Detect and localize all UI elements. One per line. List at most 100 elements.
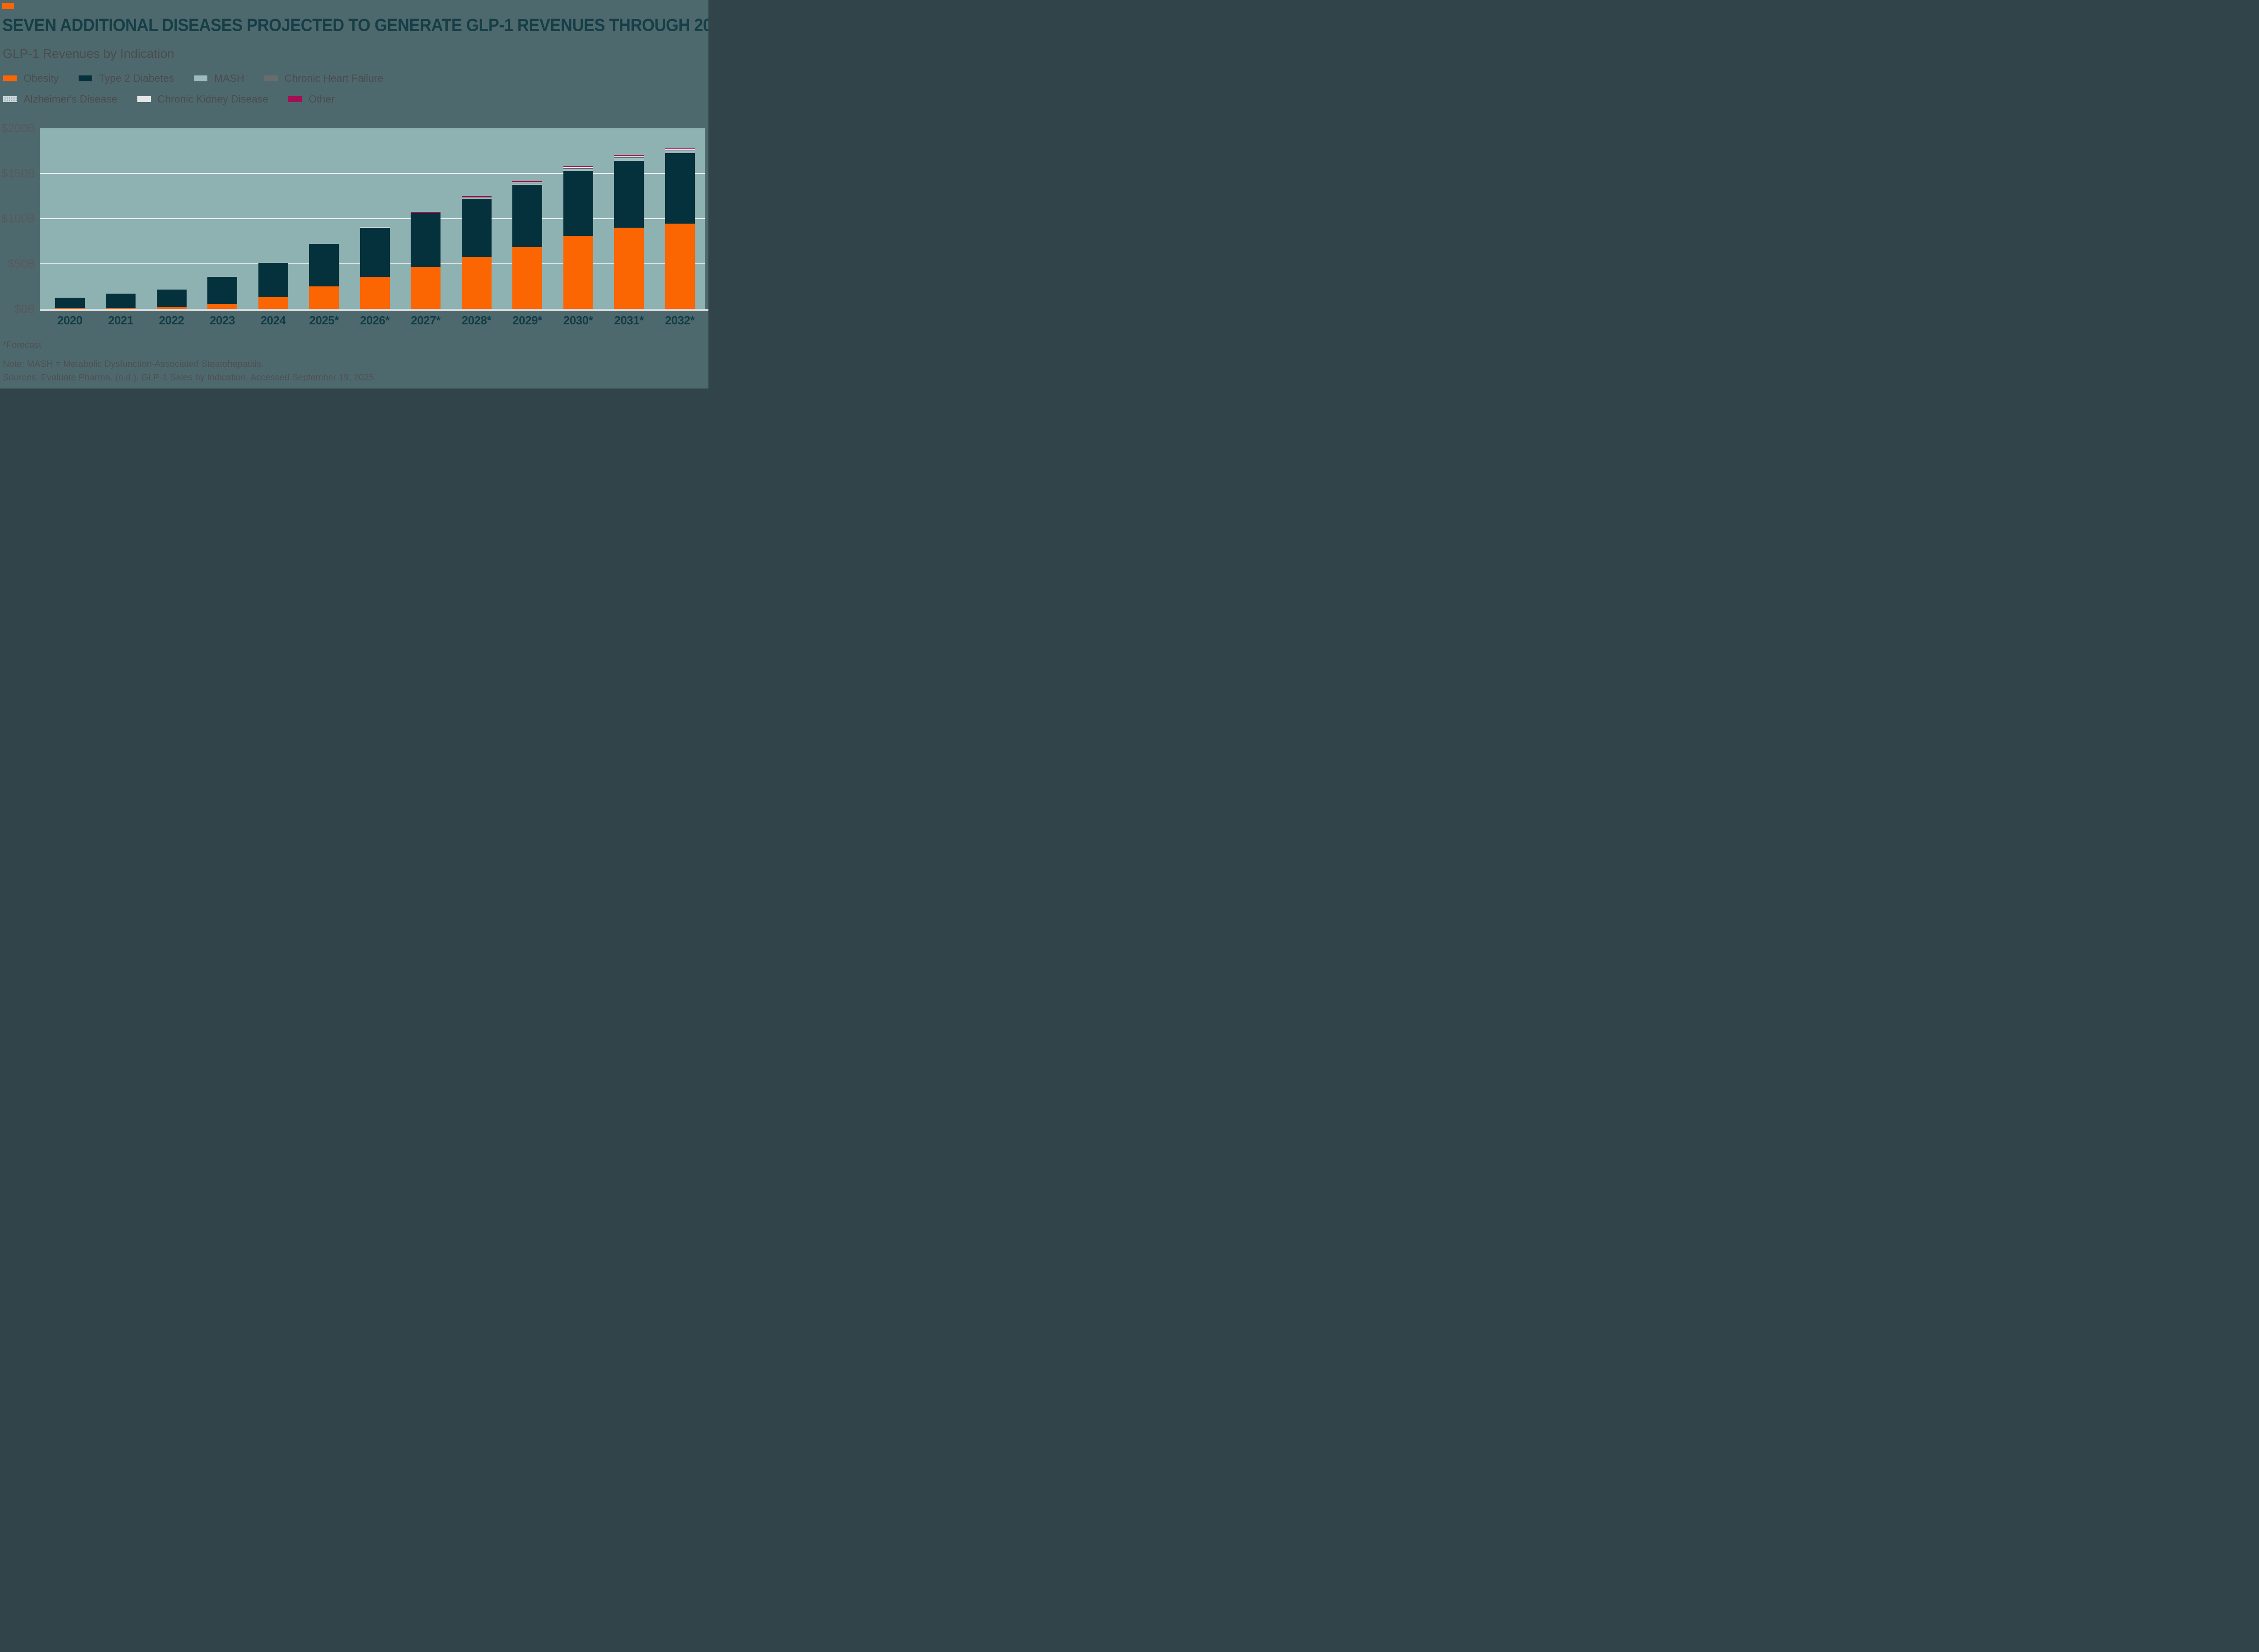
segment-obesity-2024 <box>258 297 288 309</box>
legend-swatch-alzheimer-s-disease <box>3 96 17 102</box>
segment-type-2-diabetes-2026 <box>360 227 390 277</box>
page-title: SEVEN ADDITIONAL DISEASES PROJECTED TO G… <box>2 15 708 35</box>
legend-label-alzheimer-s-disease: Alzheimer's Disease <box>23 93 117 105</box>
segment-other-2029 <box>512 181 542 182</box>
segment-obesity-2031 <box>614 228 644 309</box>
x-axis-labels: 2020 2021 2022 2023 2024 2025* 2026* 2027* 2028*… <box>40 314 705 330</box>
bar-2021 <box>106 293 136 309</box>
x-label-2030: 2030* <box>563 314 593 327</box>
bar-2028 <box>461 196 492 309</box>
x-label-2023: 2023 <box>210 314 235 327</box>
segment-obesity-2020 <box>55 308 85 309</box>
segment-type-2-diabetes-2021 <box>106 293 136 308</box>
legend-swatch-obesity <box>3 75 17 81</box>
gridline-50b <box>40 263 705 264</box>
legend-label-other: Other <box>309 93 335 105</box>
bar-2020 <box>55 298 85 309</box>
segment-obesity-2027 <box>411 267 441 309</box>
bar-2027 <box>411 212 441 309</box>
x-label-2028: 2028* <box>461 314 492 327</box>
y-tick-50b: $50B <box>8 257 35 271</box>
segment-type-2-diabetes-2031 <box>614 161 644 228</box>
segment-obesity-2030 <box>563 236 593 309</box>
legend-item-mash: MASH <box>194 72 244 84</box>
segment-other-2028 <box>461 196 492 197</box>
segment-type-2-diabetes-2028 <box>461 199 492 257</box>
segment-mash-2032 <box>665 150 695 154</box>
segment-chronic-heart-failure-2031 <box>614 157 644 158</box>
plot-area <box>40 128 705 309</box>
segment-obesity-2026 <box>360 277 390 309</box>
segment-obesity-2032 <box>665 224 695 309</box>
legend-swatch-other <box>288 96 302 102</box>
legend-item-chronic-kidney-disease: Chronic Kidney Disease <box>137 93 268 105</box>
brand-accent-square <box>2 3 14 9</box>
bar-2029 <box>512 181 542 309</box>
legend-label-obesity: Obesity <box>23 72 59 84</box>
x-label-2021: 2021 <box>108 314 133 327</box>
bar-2031 <box>614 155 644 309</box>
legend-row-1: Obesity Type 2 Diabetes MASH Chronic Heart … <box>3 72 383 84</box>
y-tick-0b: $0B <box>14 302 35 316</box>
segment-chronic-kidney-disease-2030 <box>563 167 593 168</box>
segment-obesity-2021 <box>106 308 136 309</box>
segment-mash-2030 <box>563 169 593 171</box>
segment-type-2-diabetes-2020 <box>55 298 85 309</box>
legend-swatch-type-2-diabetes <box>78 75 92 81</box>
segment-chronic-heart-failure-2030 <box>563 168 593 169</box>
segment-chronic-kidney-disease-2026 <box>360 227 390 228</box>
x-label-2025: 2025* <box>309 314 339 327</box>
gridline-150b <box>40 173 705 174</box>
footnote-source: Sources: Evaluate Pharma. (n.d.). GLP-1 … <box>3 373 377 383</box>
segment-other-2032 <box>665 147 695 149</box>
segment-other-2031 <box>614 155 644 156</box>
bar-2023 <box>207 277 237 309</box>
segment-chronic-kidney-disease-2031 <box>614 156 644 157</box>
legend-label-type-2-diabetes: Type 2 Diabetes <box>98 72 174 84</box>
segment-type-2-diabetes-2025 <box>309 244 339 286</box>
x-label-2020: 2020 <box>57 314 83 327</box>
x-label-2024: 2024 <box>260 314 286 327</box>
y-tick-150b: $150B <box>1 166 35 180</box>
footnote-forecast: *Forecast <box>3 340 42 350</box>
segment-chronic-kidney-disease-2032 <box>665 148 695 150</box>
segment-chronic-heart-failure-2028 <box>461 197 492 198</box>
x-label-2032: 2032* <box>665 314 695 327</box>
segment-other-2030 <box>563 166 593 168</box>
bar-2022 <box>156 290 187 309</box>
legend-label-chronic-heart-failure: Chronic Heart Failure <box>284 72 384 84</box>
segment-obesity-2025 <box>309 286 339 309</box>
y-tick-200b: $200B <box>1 121 35 135</box>
legend-label-mash: MASH <box>214 72 244 84</box>
segment-mash-2031 <box>614 158 644 161</box>
x-label-2029: 2029* <box>512 314 542 327</box>
legend-item-obesity: Obesity <box>3 72 59 84</box>
segment-type-2-diabetes-2024 <box>258 263 288 297</box>
legend-label-chronic-kidney-disease: Chronic Kidney Disease <box>157 93 269 105</box>
y-tick-100b: $100B <box>1 211 35 225</box>
x-label-2026: 2026* <box>360 314 390 327</box>
legend-row-2: Alzheimer's Disease Chronic Kidney Diseas… <box>3 93 335 105</box>
bar-2026 <box>360 227 390 309</box>
segment-type-2-diabetes-2027 <box>411 213 441 267</box>
bar-2024 <box>258 263 288 309</box>
legend-item-chronic-heart-failure: Chronic Heart Failure <box>264 72 384 84</box>
segment-obesity-2022 <box>156 307 187 309</box>
footnote-note: Note: MASH = Metabolic Dysfunction-Assoc… <box>3 359 264 369</box>
segment-type-2-diabetes-2022 <box>156 290 187 307</box>
y-axis: $200B $150B $100B $50B $0B <box>0 122 35 316</box>
x-label-2027: 2027* <box>411 314 441 327</box>
chart-subtitle: GLP-1 Revenues by Indication <box>3 47 174 61</box>
bar-2032 <box>665 147 695 309</box>
segment-obesity-2023 <box>207 304 237 309</box>
segment-obesity-2028 <box>461 257 492 309</box>
legend-item-other: Other <box>288 93 335 105</box>
legend-item-alzheimer-s-disease: Alzheimer's Disease <box>3 93 117 105</box>
segment-mash-2028 <box>461 198 492 199</box>
bar-2025 <box>309 244 339 309</box>
segment-mash-2029 <box>512 183 542 185</box>
legend-item-type-2-diabetes: Type 2 Diabetes <box>78 72 174 84</box>
segment-type-2-diabetes-2029 <box>512 184 542 247</box>
segment-obesity-2029 <box>512 247 542 309</box>
legend-swatch-mash <box>194 75 208 81</box>
